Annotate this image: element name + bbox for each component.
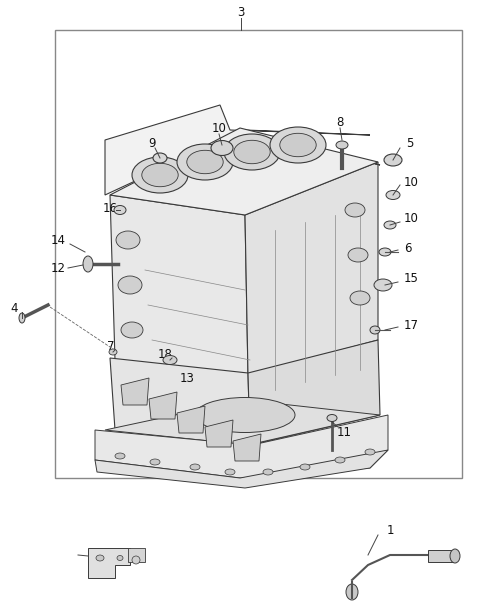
Polygon shape bbox=[110, 128, 378, 215]
Ellipse shape bbox=[177, 144, 233, 180]
Text: 10: 10 bbox=[404, 211, 419, 224]
Text: 9: 9 bbox=[148, 137, 156, 150]
Ellipse shape bbox=[374, 279, 392, 291]
Ellipse shape bbox=[365, 449, 375, 455]
Ellipse shape bbox=[109, 349, 117, 355]
Polygon shape bbox=[149, 392, 177, 419]
Text: 1: 1 bbox=[386, 524, 394, 536]
Ellipse shape bbox=[234, 140, 270, 164]
Ellipse shape bbox=[195, 397, 295, 433]
Polygon shape bbox=[245, 162, 378, 375]
Text: 10: 10 bbox=[404, 175, 419, 189]
Ellipse shape bbox=[336, 141, 348, 149]
Ellipse shape bbox=[384, 154, 402, 166]
Text: 3: 3 bbox=[237, 6, 245, 18]
Ellipse shape bbox=[370, 326, 380, 334]
Ellipse shape bbox=[190, 464, 200, 470]
Ellipse shape bbox=[225, 469, 235, 475]
Ellipse shape bbox=[263, 469, 273, 475]
Polygon shape bbox=[428, 550, 455, 562]
Polygon shape bbox=[110, 358, 250, 445]
Text: 6: 6 bbox=[404, 242, 412, 254]
Ellipse shape bbox=[115, 453, 125, 459]
Ellipse shape bbox=[132, 157, 188, 193]
Ellipse shape bbox=[300, 464, 310, 470]
Text: 17: 17 bbox=[404, 319, 419, 332]
Ellipse shape bbox=[335, 457, 345, 463]
Text: 12: 12 bbox=[50, 262, 65, 275]
Text: 4: 4 bbox=[10, 302, 18, 314]
Ellipse shape bbox=[450, 549, 460, 563]
Bar bbox=[55, 30, 462, 478]
Ellipse shape bbox=[142, 163, 178, 187]
Ellipse shape bbox=[224, 134, 280, 170]
Text: 10: 10 bbox=[212, 121, 227, 134]
Ellipse shape bbox=[116, 231, 140, 249]
Ellipse shape bbox=[350, 291, 370, 305]
Ellipse shape bbox=[211, 140, 233, 156]
Polygon shape bbox=[105, 105, 380, 195]
Ellipse shape bbox=[327, 414, 337, 422]
Polygon shape bbox=[128, 548, 145, 562]
Text: 7: 7 bbox=[107, 340, 115, 352]
Ellipse shape bbox=[270, 127, 326, 163]
Polygon shape bbox=[110, 195, 248, 375]
Ellipse shape bbox=[118, 276, 142, 294]
Ellipse shape bbox=[379, 248, 391, 256]
Polygon shape bbox=[205, 420, 233, 447]
Ellipse shape bbox=[96, 555, 104, 561]
Ellipse shape bbox=[187, 150, 223, 173]
Text: 2: 2 bbox=[98, 547, 106, 560]
Ellipse shape bbox=[114, 205, 126, 215]
Text: 8: 8 bbox=[336, 115, 344, 129]
Polygon shape bbox=[95, 415, 388, 478]
Ellipse shape bbox=[280, 133, 316, 157]
Ellipse shape bbox=[345, 203, 365, 217]
Polygon shape bbox=[248, 340, 380, 445]
Text: 5: 5 bbox=[406, 137, 414, 150]
Text: 11: 11 bbox=[336, 425, 351, 438]
Text: 18: 18 bbox=[157, 348, 172, 360]
Text: 14: 14 bbox=[50, 234, 65, 246]
Polygon shape bbox=[88, 548, 130, 578]
Text: 13: 13 bbox=[180, 371, 194, 384]
Text: 15: 15 bbox=[404, 272, 419, 284]
Ellipse shape bbox=[19, 313, 25, 323]
Polygon shape bbox=[233, 434, 261, 461]
Ellipse shape bbox=[386, 191, 400, 199]
Ellipse shape bbox=[384, 221, 396, 229]
Polygon shape bbox=[177, 406, 205, 433]
Polygon shape bbox=[95, 450, 388, 488]
Polygon shape bbox=[105, 400, 380, 445]
Ellipse shape bbox=[153, 153, 167, 163]
Ellipse shape bbox=[346, 584, 358, 600]
Ellipse shape bbox=[117, 555, 123, 560]
Ellipse shape bbox=[83, 256, 93, 272]
Text: 16: 16 bbox=[103, 202, 118, 215]
Polygon shape bbox=[121, 378, 149, 405]
Ellipse shape bbox=[163, 356, 177, 365]
Ellipse shape bbox=[348, 248, 368, 262]
Ellipse shape bbox=[121, 322, 143, 338]
Ellipse shape bbox=[150, 459, 160, 465]
Ellipse shape bbox=[132, 556, 140, 564]
